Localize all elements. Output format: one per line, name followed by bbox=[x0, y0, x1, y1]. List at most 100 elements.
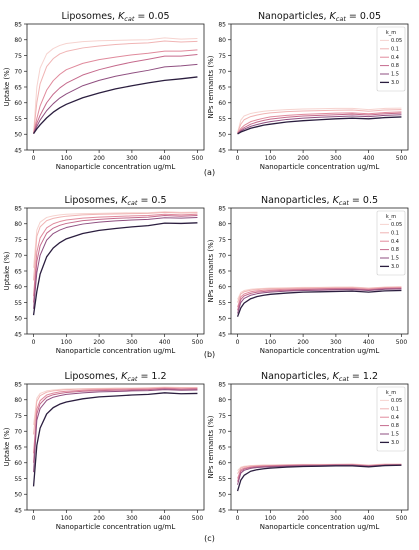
series-line-6 bbox=[236, 289, 402, 317]
chart-title-subscript: cat bbox=[127, 375, 138, 383]
y-tick-label: 70 bbox=[218, 253, 226, 260]
y-axis-label: Uptake (%) bbox=[3, 427, 11, 466]
series-line-6 bbox=[236, 464, 402, 492]
chart-panel-nano_c: 45 50 55 60 65 70 75 80 85 0 100 200 300 400 500 Nanopa… bbox=[207, 371, 409, 531]
series-line-2 bbox=[33, 40, 198, 134]
y-tick-label: 70 bbox=[218, 429, 226, 436]
chart-title: Nanoparticles, Kcat = 0.5 bbox=[261, 195, 378, 207]
series-line-1 bbox=[33, 211, 198, 268]
series-line-6 bbox=[32, 222, 198, 316]
legend-label-1: 0.05 bbox=[391, 222, 402, 228]
series-line-4 bbox=[33, 215, 198, 303]
y-tick-label: 50 bbox=[218, 316, 226, 323]
x-tick-label: 500 bbox=[396, 515, 408, 522]
y-tick-label: 60 bbox=[14, 284, 22, 291]
legend-label-2: 0.1 bbox=[391, 230, 399, 236]
series-line-5 bbox=[237, 464, 402, 485]
series-line-2 bbox=[237, 286, 402, 303]
chart-title-subscript: cat bbox=[339, 199, 350, 207]
x-axis-label: Nanoparticle concentration ug/mL bbox=[56, 163, 176, 171]
x-tick-label: 100 bbox=[265, 155, 277, 162]
x-tick-label: 400 bbox=[363, 339, 375, 346]
series-line-5 bbox=[33, 216, 198, 309]
x-axis-label: Nanoparticle concentration ug/mL bbox=[56, 523, 176, 531]
legend-label-5: 1.5 bbox=[391, 72, 399, 78]
series-line-4 bbox=[237, 112, 402, 134]
chart-title: Liposomes, Kcat = 1.2 bbox=[64, 371, 166, 383]
y-tick-label: 45 bbox=[14, 147, 22, 154]
y-tick-label: 65 bbox=[218, 444, 226, 451]
chart-panel-lipo_c: 45 50 55 60 65 70 75 80 85 0 100 200 300 400 500 Nanopa… bbox=[3, 371, 205, 531]
y-tick-label: 60 bbox=[14, 460, 22, 467]
y-tick-label: 75 bbox=[14, 237, 22, 244]
legend-box bbox=[376, 210, 406, 276]
x-tick-label: 100 bbox=[265, 515, 277, 522]
chart-title-symbol: K bbox=[118, 11, 125, 22]
y-tick-label: 80 bbox=[218, 221, 226, 228]
x-tick-label: 0 bbox=[236, 339, 240, 346]
x-tick-label: 0 bbox=[236, 515, 240, 522]
y-tick-label: 65 bbox=[14, 268, 22, 275]
series-line-4 bbox=[33, 388, 198, 463]
chart-title-text: Liposomes, bbox=[64, 371, 121, 382]
y-tick-label: 50 bbox=[14, 492, 22, 499]
y-tick-label: 80 bbox=[218, 37, 226, 44]
series-line-2 bbox=[33, 211, 198, 281]
y-tick-label: 55 bbox=[14, 476, 22, 483]
y-tick-label: 85 bbox=[218, 21, 226, 28]
x-tick-label: 0 bbox=[236, 155, 240, 162]
chart-title-subscript: cat bbox=[127, 199, 138, 207]
x-tick-label: 300 bbox=[126, 155, 138, 162]
y-axis-label: Uptake (%) bbox=[3, 67, 11, 106]
x-tick-label: 100 bbox=[61, 515, 73, 522]
series-line-2 bbox=[33, 386, 198, 435]
x-tick-label: 400 bbox=[363, 155, 375, 162]
x-tick-label: 300 bbox=[126, 515, 138, 522]
y-tick-label: 50 bbox=[14, 132, 22, 139]
legend-label-1: 0.05 bbox=[391, 398, 402, 404]
chart-title-symbol: K bbox=[333, 371, 340, 382]
x-axis-label: Nanoparticle concentration ug/mL bbox=[260, 523, 380, 531]
y-axis-label: Uptake (%) bbox=[3, 251, 11, 290]
series-line-4 bbox=[237, 287, 402, 311]
series-line-2 bbox=[237, 109, 402, 134]
legend-label-4: 0.8 bbox=[391, 63, 399, 69]
x-tick-label: 500 bbox=[192, 515, 204, 522]
chart-title-text: Liposomes, bbox=[61, 11, 118, 22]
x-tick-label: 200 bbox=[297, 155, 309, 162]
chart-title-text: Nanoparticles, bbox=[261, 195, 333, 206]
x-tick-label: 100 bbox=[61, 339, 73, 346]
x-tick-label: 200 bbox=[93, 339, 105, 346]
y-tick-label: 45 bbox=[218, 507, 226, 514]
x-axis-label: Nanoparticle concentration ug/mL bbox=[260, 347, 380, 355]
y-tick-label: 60 bbox=[218, 460, 226, 467]
series-line-3 bbox=[33, 213, 198, 297]
legend-title: k_m bbox=[386, 214, 396, 220]
series-line-5 bbox=[237, 114, 402, 135]
y-tick-label: 80 bbox=[14, 37, 22, 44]
x-tick-label: 200 bbox=[297, 339, 309, 346]
chart-title-symbol: K bbox=[330, 11, 337, 22]
chart-title-subscript: cat bbox=[124, 15, 135, 23]
x-tick-label: 400 bbox=[159, 515, 171, 522]
y-tick-label: 65 bbox=[218, 84, 226, 91]
x-tick-label: 500 bbox=[192, 339, 204, 346]
x-tick-label: 0 bbox=[32, 155, 36, 162]
y-tick-label: 50 bbox=[14, 316, 22, 323]
y-tick-label: 50 bbox=[218, 492, 226, 499]
series-line-6 bbox=[237, 116, 402, 135]
y-tick-label: 70 bbox=[14, 429, 22, 436]
x-tick-label: 400 bbox=[363, 515, 375, 522]
y-tick-label: 85 bbox=[14, 21, 22, 28]
chart-title-value: = 1.2 bbox=[349, 371, 378, 382]
chart-title: Liposomes, Kcat = 0.5 bbox=[64, 195, 166, 207]
y-tick-label: 75 bbox=[218, 413, 226, 420]
y-tick-label: 50 bbox=[218, 132, 226, 139]
y-tick-label: 75 bbox=[218, 53, 226, 60]
panel-caption: (c) bbox=[204, 534, 215, 543]
x-tick-label: 300 bbox=[330, 515, 342, 522]
series-line-5 bbox=[33, 389, 198, 473]
y-tick-label: 45 bbox=[218, 147, 226, 154]
legend-label-6: 3.0 bbox=[391, 264, 399, 270]
chart-title-text: Nanoparticles, bbox=[261, 371, 333, 382]
